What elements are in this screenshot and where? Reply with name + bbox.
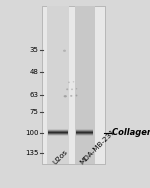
Ellipse shape	[66, 88, 68, 90]
Text: 100: 100	[25, 130, 38, 136]
Ellipse shape	[71, 89, 73, 90]
Ellipse shape	[68, 82, 70, 83]
Bar	[76, 134, 93, 136]
Bar	[42, 6, 105, 164]
Text: 135: 135	[25, 150, 38, 156]
Ellipse shape	[76, 95, 77, 96]
Bar	[48, 130, 68, 132]
Text: 63: 63	[29, 92, 38, 98]
Ellipse shape	[73, 81, 74, 83]
Bar	[48, 134, 68, 136]
Ellipse shape	[70, 95, 72, 97]
Bar	[48, 133, 68, 135]
Bar	[47, 6, 69, 164]
Bar	[76, 131, 93, 133]
Ellipse shape	[63, 50, 66, 52]
Text: 75: 75	[29, 109, 38, 115]
Bar	[75, 6, 95, 164]
Bar	[48, 132, 68, 133]
Ellipse shape	[64, 95, 67, 97]
Text: MDA-MB-231: MDA-MB-231	[79, 128, 117, 165]
Text: Collagen II: Collagen II	[112, 128, 150, 137]
Text: U2os: U2os	[52, 149, 69, 165]
Bar	[48, 131, 68, 133]
Text: 48: 48	[29, 69, 38, 75]
Bar	[48, 129, 68, 131]
Bar	[76, 133, 93, 135]
Bar	[76, 130, 93, 132]
Bar	[76, 132, 93, 133]
Text: 35: 35	[29, 47, 38, 53]
Bar	[48, 132, 68, 134]
Bar	[76, 129, 93, 131]
Bar	[76, 132, 93, 134]
Ellipse shape	[76, 88, 77, 89]
